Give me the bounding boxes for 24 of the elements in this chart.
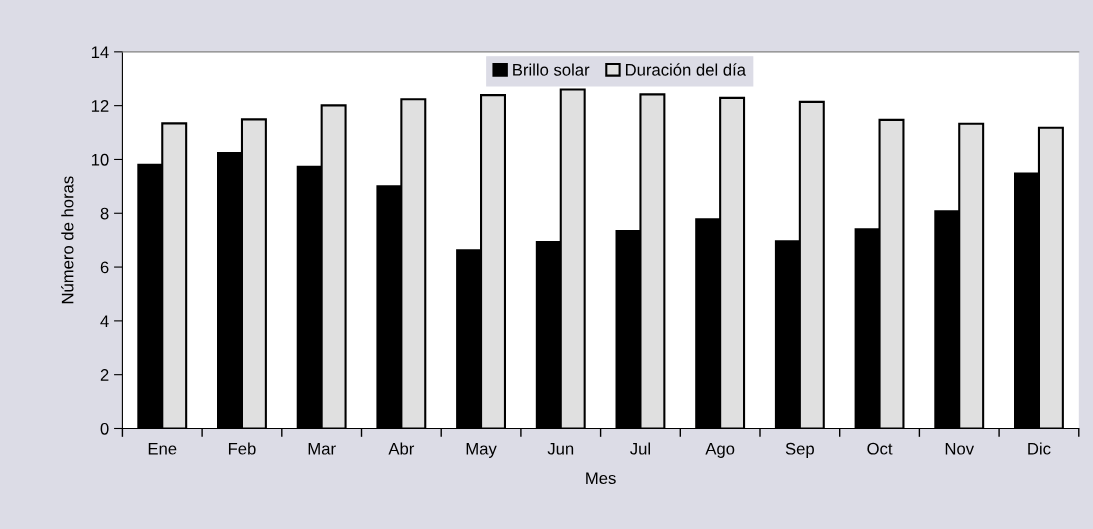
x-tick-label: Ago [705,442,735,458]
y-tick-label: 12 [91,100,109,112]
y-tick-label: 4 [100,315,109,327]
x-axis-title: Mes [586,472,616,485]
x-tick-label: May [466,442,497,458]
x-tick-label: Feb [228,442,256,455]
y-tick-label: 6 [100,261,109,274]
x-tick-label: Jun [547,442,574,455]
legend-label: Duración del día [625,63,746,76]
x-tick-label: Abr [388,442,415,455]
x-tick-label: Mar [308,442,336,455]
x-tick-label: Jul [630,442,650,455]
legend-label: Brillo solar [513,63,590,76]
y-tick-label: 10 [91,153,109,166]
x-tick-label: Nov [945,442,975,455]
y-axis-title: Número de horas [61,176,74,304]
x-tick-label: Oct [867,442,893,455]
x-tick-label: Ene [148,442,177,455]
y-tick-label: 0 [100,422,109,435]
x-tick-label: Dic [1028,442,1051,455]
x-tick-label: Sep [785,442,814,458]
y-tick-label: 8 [100,207,109,220]
y-tick-label: 14 [91,46,109,58]
y-tick-label: 2 [100,369,109,381]
